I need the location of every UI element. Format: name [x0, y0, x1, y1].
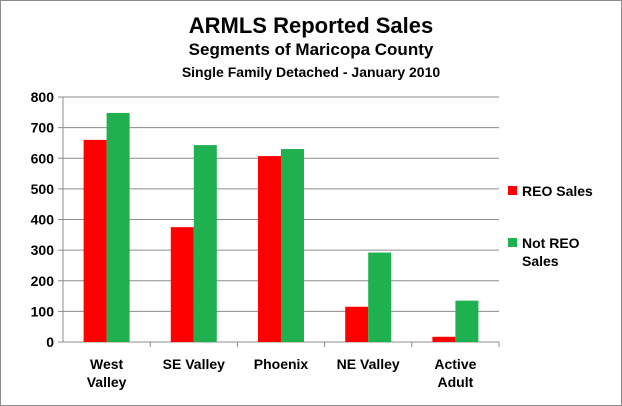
- y-tick-label: 100: [31, 303, 55, 319]
- tick-labels: 0 100 200 300 400 500 600 700 800 West Valley SE Va…: [31, 89, 477, 390]
- bar-not-reo: [368, 252, 392, 342]
- y-tick-label: 400: [31, 212, 55, 228]
- legend-label: Sales: [522, 253, 559, 269]
- y-tick-label: 300: [31, 242, 55, 258]
- bar-reo: [83, 139, 107, 342]
- bar-reo: [258, 156, 281, 342]
- y-tick-label: 600: [31, 150, 55, 166]
- x-tick-label: West: [90, 356, 124, 372]
- y-tick-label: 800: [31, 89, 55, 105]
- legend-swatch: [508, 238, 517, 247]
- bar-not-reo: [281, 149, 304, 342]
- y-tick-label: 500: [31, 181, 55, 197]
- chart-subtitle-secondary: Single Family Detached - January 2010: [182, 64, 441, 80]
- bar-not-reo: [455, 300, 479, 342]
- bar-not-reo: [193, 145, 217, 342]
- chart-title: ARMLS Reported Sales: [189, 13, 434, 38]
- legend: REO Sales Not REO Sales: [508, 183, 593, 269]
- x-tick-label: NE Valley: [337, 356, 400, 372]
- legend-swatch: [508, 186, 517, 195]
- x-tick-label: Adult: [438, 374, 474, 390]
- bar-reo: [432, 336, 456, 342]
- x-tick-label: Active: [434, 356, 476, 372]
- x-tick-label: Phoenix: [254, 356, 309, 372]
- x-tick-label: Valley: [87, 374, 127, 390]
- bar-reo: [345, 306, 369, 342]
- legend-label: REO Sales: [522, 183, 593, 199]
- legend-label: Not REO: [522, 235, 580, 251]
- y-tick-label: 200: [31, 273, 55, 289]
- bar-not-reo: [106, 112, 130, 342]
- axes: [58, 96, 500, 347]
- y-tick-label: 0: [46, 334, 54, 350]
- y-tick-label: 700: [31, 120, 55, 136]
- bar-reo: [170, 227, 194, 342]
- bars: [83, 112, 479, 342]
- chart-subtitle: Segments of Maricopa County: [189, 40, 434, 59]
- x-tick-label: SE Valley: [163, 356, 225, 372]
